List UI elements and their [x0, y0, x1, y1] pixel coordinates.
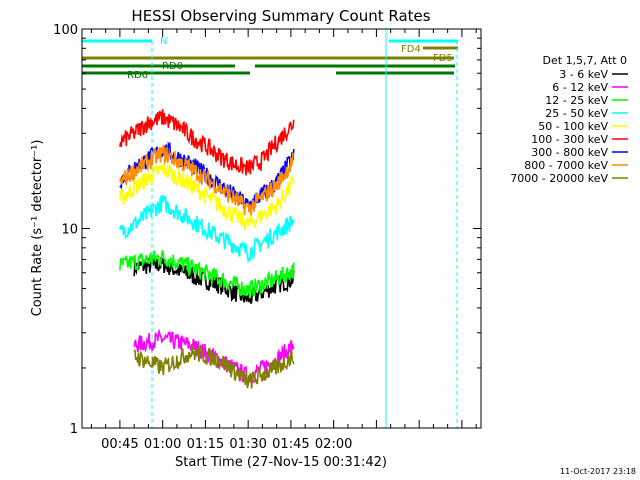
legend-label: 7000 - 20000 keV	[510, 172, 608, 185]
x-axis-title: Start Time (27-Nov-15 00:31:42)	[175, 455, 387, 470]
x-tick-label: 02:00	[315, 437, 352, 452]
x-tick-label: 00:45	[101, 437, 138, 452]
chart-title: HESSI Observing Summary Count Rates	[131, 7, 430, 25]
series-line-8	[133, 343, 295, 389]
series-layer	[119, 109, 295, 389]
timestamp: 11-Oct-2017 23:18	[560, 467, 636, 476]
legend-label: 3 - 6 keV	[559, 68, 608, 81]
series-line-2	[119, 250, 295, 299]
series-line-7	[119, 144, 294, 216]
observing-flag-bars	[82, 39, 458, 75]
series-line-3	[119, 194, 295, 264]
tick-layer: 1 10 100 00:45 01:00 01:15 01:30 01:45 02:00	[53, 23, 481, 452]
legend-label: 25 - 50 keV	[545, 107, 608, 120]
legend-label: 6 - 12 keV	[552, 81, 608, 94]
y-axis-title: Count Rate (s⁻¹ detector⁻¹)	[30, 140, 45, 317]
legend-title: Det 1,5,7, Att 0	[543, 54, 627, 67]
x-tick-label: 01:15	[187, 437, 224, 452]
legend-label: 50 - 100 keV	[538, 120, 608, 133]
annotation-rd0: RD0	[162, 61, 183, 72]
x-tick-label: 01:30	[229, 437, 266, 452]
annotation-fd4: FD4	[401, 44, 421, 55]
y-tick-label: 1	[70, 422, 78, 437]
annotation-rd6: RD6	[127, 70, 148, 81]
legend-label: 100 - 300 keV	[531, 133, 608, 146]
annotation-labels: N FD4 FD5 RD0 RD6	[127, 36, 453, 81]
x-tick-label: 01:45	[272, 437, 309, 452]
series-line-1	[133, 328, 295, 386]
y-tick-label: 10	[61, 223, 78, 238]
y-tick-label: 100	[53, 23, 78, 38]
annotation-n: N	[160, 36, 167, 47]
annotation-fd5: FD5	[433, 53, 453, 64]
legend-label: 12 - 25 keV	[545, 94, 608, 107]
series-line-4	[119, 162, 295, 231]
legend-label: 800 - 7000 keV	[524, 159, 608, 172]
x-tick-label: 01:00	[144, 437, 181, 452]
series-line-5	[119, 109, 295, 176]
legend-label: 300 - 800 keV	[531, 146, 608, 159]
